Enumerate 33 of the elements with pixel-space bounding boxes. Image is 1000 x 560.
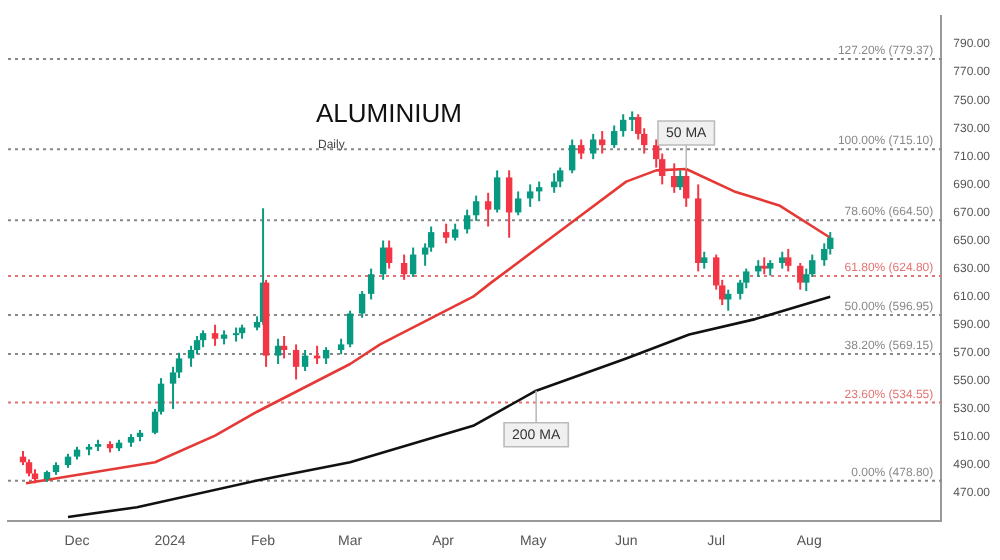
candlestick [346, 309, 354, 349]
candlestick [514, 190, 522, 217]
candlestick [358, 290, 366, 319]
candlestick [493, 169, 501, 214]
candlestick [671, 162, 678, 194]
candlestick [484, 191, 492, 228]
candlestick [367, 267, 375, 301]
candlestick [610, 124, 618, 149]
text: ALUMINIUM [315, 98, 462, 128]
candlestick [472, 194, 480, 222]
candlestick [379, 239, 387, 281]
candlestick [589, 132, 597, 161]
candlestick [463, 208, 471, 235]
candlestick [598, 130, 606, 155]
candlestick [577, 138, 585, 161]
candlestick [568, 138, 576, 175]
candlestick [629, 110, 636, 133]
candlestick [442, 222, 450, 245]
candlestick [400, 253, 408, 281]
candlestick [620, 113, 627, 138]
candlestick [505, 169, 513, 239]
candlestick [683, 169, 690, 208]
candlestick [292, 343, 300, 381]
candlestick [301, 348, 309, 373]
candlestick [556, 166, 564, 189]
candlestick [526, 183, 534, 208]
candlestick [211, 323, 219, 347]
candlestick [785, 247, 792, 273]
candlestick [797, 261, 804, 291]
candlestick [385, 239, 393, 270]
candlestick [677, 169, 684, 192]
candlestick [409, 246, 417, 279]
candlestick [274, 337, 282, 366]
